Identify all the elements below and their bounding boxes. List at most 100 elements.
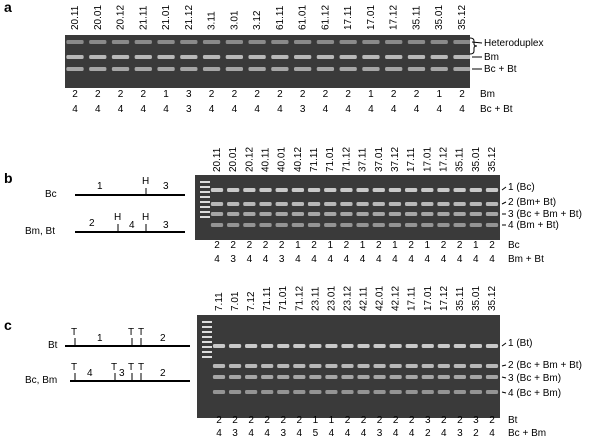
band	[453, 390, 466, 394]
band	[225, 67, 244, 71]
lane-count: 1	[163, 89, 169, 100]
band	[421, 212, 434, 216]
band	[309, 364, 322, 368]
lane-count: 4	[141, 104, 147, 115]
lane-count: 2	[232, 89, 238, 100]
band	[89, 40, 107, 44]
band	[485, 344, 499, 348]
lane-count: 4	[72, 104, 78, 115]
lane-count: 2	[473, 428, 479, 439]
lane-count: 2	[457, 415, 463, 426]
lane-count: 1	[436, 89, 442, 100]
lane-count: 2	[441, 240, 447, 251]
bracket	[469, 37, 478, 55]
diagram-label: H	[142, 212, 149, 223]
band	[324, 212, 337, 216]
lane-count: 2	[345, 89, 351, 100]
lane-count: 4	[425, 254, 431, 265]
band	[66, 67, 84, 71]
band	[325, 390, 338, 394]
lane-count: 2	[408, 240, 414, 251]
band	[388, 202, 402, 206]
marker-band	[202, 341, 212, 343]
lane-count: 4	[408, 254, 414, 265]
lane-label: 35.12	[457, 5, 468, 30]
band	[307, 223, 321, 227]
band	[372, 212, 385, 216]
band	[485, 202, 499, 206]
lane-count: 1	[329, 415, 335, 426]
lane-label: 21.12	[184, 5, 195, 30]
band	[421, 202, 434, 206]
band	[275, 202, 288, 206]
diagram-label: 2	[160, 333, 166, 344]
band	[469, 202, 482, 206]
band	[291, 212, 305, 216]
lane-count: 4	[391, 104, 397, 115]
band	[157, 40, 175, 44]
lane-count: 4	[345, 104, 351, 115]
band-label: Bm	[484, 52, 499, 63]
lane-count: 4	[329, 428, 335, 439]
lane-count: 4	[441, 254, 447, 265]
band	[245, 364, 258, 368]
lane-count: 2	[489, 415, 495, 426]
lane-label: 20.11	[212, 147, 223, 172]
lane-count: 4	[311, 254, 317, 265]
lane-count: 1	[360, 240, 366, 251]
lane-count: 4	[459, 104, 465, 115]
lane-count: 2	[118, 89, 124, 100]
band-pointer	[501, 201, 507, 205]
band	[325, 344, 338, 348]
lane-label: 40.01	[277, 147, 288, 172]
diagram-label: T	[128, 362, 134, 373]
marker-band	[200, 186, 210, 188]
band	[316, 40, 335, 44]
band	[437, 188, 450, 192]
band	[453, 364, 466, 368]
lane-count: 1	[425, 240, 431, 251]
band	[225, 40, 244, 44]
panel-letter: a	[4, 0, 12, 15]
band	[485, 375, 499, 379]
lane-label: 17.01	[423, 286, 434, 311]
lane-count: 3	[230, 254, 236, 265]
band	[225, 55, 244, 59]
band	[453, 223, 466, 227]
lane-count: 2	[230, 240, 236, 251]
band	[453, 202, 466, 206]
lane-count: 2	[457, 240, 463, 251]
lane-count: 4	[457, 254, 463, 265]
band	[389, 375, 402, 379]
marker-band	[202, 356, 212, 358]
row-label: Bc + Bm	[508, 428, 546, 439]
lane-count: 4	[248, 428, 254, 439]
panel-letter: b	[4, 170, 13, 186]
marker-band	[200, 216, 210, 218]
band	[453, 188, 466, 192]
lane-count: 4	[361, 428, 367, 439]
lane-label: 17.11	[343, 5, 354, 30]
lane-label: 40.12	[293, 147, 304, 172]
band	[202, 40, 221, 44]
gel	[195, 175, 500, 240]
diagram-label: 1	[97, 333, 103, 344]
lane-count: 4	[118, 104, 124, 115]
lane-count: 3	[279, 254, 285, 265]
lane-count: 2	[311, 240, 317, 251]
lane-count: 4	[489, 428, 495, 439]
band	[134, 40, 152, 44]
band	[389, 344, 402, 348]
lane-count: 2	[263, 240, 269, 251]
band	[340, 223, 353, 227]
lane-label: 3.12	[252, 10, 263, 30]
band	[325, 375, 338, 379]
lane-count: 4	[473, 254, 479, 265]
band-label: 1 (Bt)	[508, 338, 532, 349]
lane-count: 3	[186, 104, 192, 115]
band	[259, 202, 272, 206]
marker-band	[202, 331, 212, 333]
band	[210, 223, 224, 227]
band	[389, 390, 402, 394]
diagram-label: H	[114, 212, 121, 223]
